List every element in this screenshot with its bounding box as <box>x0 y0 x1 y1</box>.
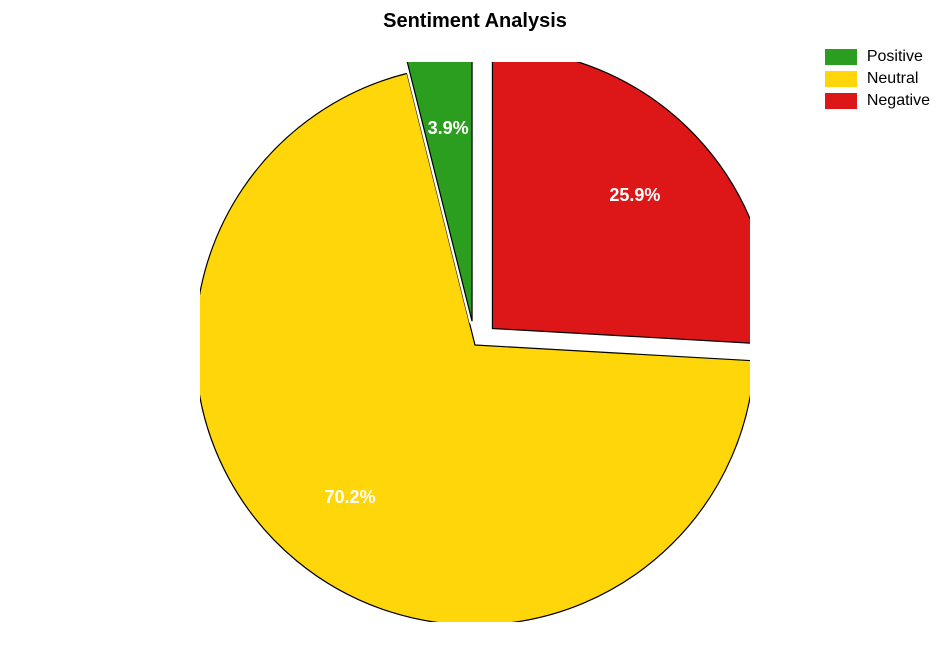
legend-swatch-negative <box>825 93 857 109</box>
legend-item-positive: Positive <box>825 48 930 66</box>
pie-chart: 25.9% 70.2% 3.9% <box>200 62 750 622</box>
legend-label-neutral: Neutral <box>867 70 919 88</box>
legend-item-negative: Negative <box>825 92 930 110</box>
legend: Positive Neutral Negative <box>825 48 930 114</box>
legend-item-neutral: Neutral <box>825 70 930 88</box>
pie-svg <box>200 62 750 622</box>
slice-label-neutral: 70.2% <box>325 487 376 508</box>
legend-label-positive: Positive <box>867 48 923 66</box>
legend-label-negative: Negative <box>867 92 930 110</box>
slice-label-positive: 3.9% <box>428 118 469 139</box>
legend-swatch-neutral <box>825 71 857 87</box>
slice-label-negative: 25.9% <box>609 185 660 206</box>
legend-swatch-positive <box>825 49 857 65</box>
chart-title: Sentiment Analysis <box>0 10 950 33</box>
